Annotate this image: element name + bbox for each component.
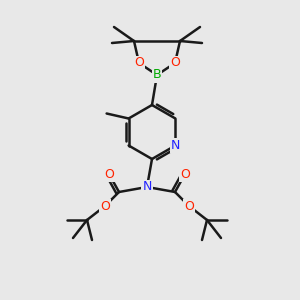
Text: O: O	[180, 167, 190, 181]
Text: O: O	[184, 200, 194, 212]
Text: O: O	[104, 167, 114, 181]
Text: N: N	[171, 139, 180, 152]
Text: N: N	[142, 181, 152, 194]
Text: O: O	[170, 56, 180, 70]
Text: O: O	[100, 200, 110, 212]
Text: B: B	[153, 68, 161, 82]
Text: O: O	[134, 56, 144, 70]
